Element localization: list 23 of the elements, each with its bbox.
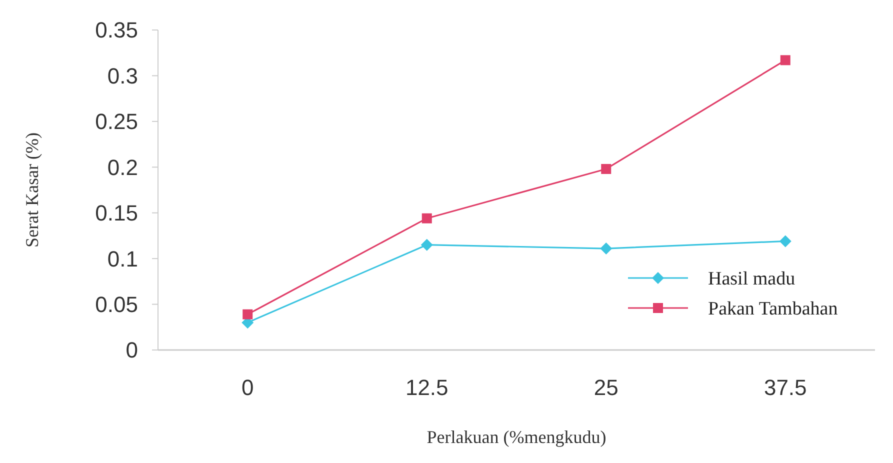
point: [600, 242, 612, 255]
x-tick-label: 0: [242, 375, 254, 400]
legend-label: Hasil madu: [708, 268, 796, 290]
y-tick-label: 0.25: [95, 109, 138, 134]
y-tick-label: 0.15: [95, 200, 138, 226]
x-axis-title: Perlakuan (%mengkudu): [426, 427, 606, 447]
x-tick-label: 25: [594, 375, 618, 400]
point: [242, 309, 253, 320]
point: [422, 213, 432, 224]
y-tick-label: 0: [126, 338, 138, 363]
point: [601, 164, 612, 174]
y-tick-label: 0.3: [107, 63, 138, 88]
y-tick-label: 0.1: [107, 246, 138, 272]
point: [779, 235, 792, 248]
legend-label: Pakan Tambahan: [708, 298, 838, 320]
point: [420, 238, 433, 251]
y-tick-label: 0.2: [107, 154, 138, 180]
y-tick-label: 0.35: [95, 18, 138, 43]
point: [780, 55, 790, 66]
x-tick-label: 12.5: [405, 375, 448, 400]
y-axis-title: Serat Kasar (%): [22, 132, 42, 248]
y-tick-label: 0.05: [95, 292, 138, 317]
x-tick-label: 37.5: [764, 375, 807, 400]
